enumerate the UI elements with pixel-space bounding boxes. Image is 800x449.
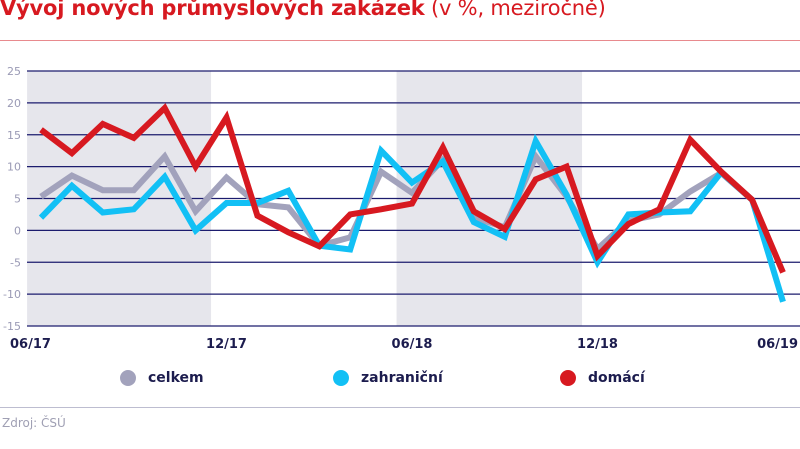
source-note: Zdroj: ČSÚ bbox=[2, 416, 66, 430]
footer-divider bbox=[0, 407, 800, 408]
x-axis: 06/17 12/17 06/18 12/18 06/19 bbox=[10, 337, 798, 352]
x-tick-label: 12/18 bbox=[577, 337, 618, 352]
legend-label: celkem bbox=[148, 370, 204, 386]
y-tick-label: 10 bbox=[7, 161, 21, 174]
y-tick-label: 5 bbox=[14, 193, 21, 206]
y-tick-label: -10 bbox=[3, 288, 21, 301]
x-tick-label: 06/18 bbox=[392, 337, 433, 352]
y-tick-label: -15 bbox=[3, 320, 21, 333]
chart-title-units: (v %, meziročně) bbox=[424, 0, 606, 20]
legend-label: zahraniční bbox=[361, 370, 443, 386]
legend-dot-icon bbox=[120, 370, 136, 386]
y-tick-label: 20 bbox=[7, 97, 21, 110]
series-lines bbox=[38, 103, 786, 303]
y-tick-label: 0 bbox=[14, 224, 21, 237]
y-tick-label: 25 bbox=[7, 65, 21, 78]
legend-label: domácí bbox=[588, 370, 645, 386]
legend-item-celkem: celkem bbox=[120, 370, 204, 386]
legend-item-zahranicni: zahraniční bbox=[333, 370, 443, 386]
chart-title-main: Vývoj nových průmyslových zakázek bbox=[0, 0, 425, 20]
y-axis: 25 20 15 10 5 0 -5 -10 -15 bbox=[3, 65, 21, 333]
series-line-domácí bbox=[39, 103, 786, 274]
y-tick-label: 15 bbox=[7, 129, 21, 142]
x-tick-label: 12/17 bbox=[206, 337, 247, 352]
y-tick-label: -5 bbox=[10, 256, 21, 269]
legend-item-domaci: domácí bbox=[560, 370, 645, 386]
x-tick-label: 06/17 bbox=[10, 337, 51, 352]
legend: celkem zahraniční domácí bbox=[0, 370, 800, 392]
title-divider bbox=[0, 40, 800, 41]
legend-dot-icon bbox=[560, 370, 576, 386]
chart-title: Vývoj nových průmyslových zakázek (v %, … bbox=[0, 0, 606, 20]
x-tick-label: 06/19 bbox=[757, 337, 798, 352]
legend-dot-icon bbox=[333, 370, 349, 386]
